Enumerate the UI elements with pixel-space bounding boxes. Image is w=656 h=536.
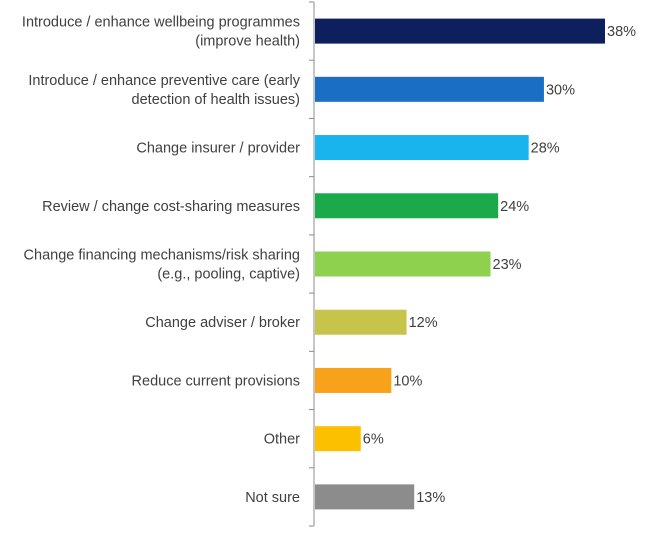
bar	[315, 251, 491, 277]
category-label: Introduce / enhance wellbeing programmes…	[22, 15, 300, 50]
bar	[315, 367, 392, 393]
bar-value-label: 30%	[546, 82, 575, 98]
category-label-line: Review / change cost-sharing measures	[42, 199, 300, 215]
category-label: Other	[264, 432, 300, 448]
category-label-line: detection of health issues)	[132, 92, 300, 108]
category-label-line: (e.g., pooling, captive)	[157, 267, 300, 283]
category-label-line: Change financing mechanisms/risk sharing	[24, 248, 300, 264]
bars-layer	[315, 18, 605, 510]
category-label: Change insurer / provider	[136, 141, 300, 157]
bar	[315, 18, 605, 44]
bar-value-label: 10%	[393, 373, 422, 389]
category-label-line: Introduce / enhance wellbeing programmes	[22, 15, 300, 31]
category-label: Change financing mechanisms/risk sharing…	[24, 248, 300, 283]
category-label-line: (improve health)	[195, 34, 300, 50]
category-label-line: Other	[264, 432, 300, 448]
bar-value-label: 38%	[607, 24, 636, 40]
labels-layer: 38% Introduce / enhance wellbeing program…	[22, 15, 636, 506]
bar	[315, 193, 499, 219]
category-label-line: Introduce / enhance preventive care (ear…	[28, 73, 300, 89]
bar	[315, 484, 415, 510]
bar	[315, 426, 361, 452]
category-label: Change adviser / broker	[145, 315, 300, 331]
category-label-line: Reduce current provisions	[132, 373, 300, 389]
category-label: Reduce current provisions	[132, 373, 300, 389]
bar	[315, 135, 529, 161]
category-label: Review / change cost-sharing measures	[42, 199, 300, 215]
category-label: Introduce / enhance preventive care (ear…	[28, 73, 300, 108]
bar-value-label: 23%	[493, 257, 522, 273]
category-label-line: Change insurer / provider	[136, 141, 300, 157]
bar-value-label: 6%	[363, 432, 384, 448]
bar	[315, 309, 407, 335]
bar-value-label: 13%	[416, 490, 445, 506]
category-label-line: Change adviser / broker	[145, 315, 300, 331]
bar	[315, 76, 544, 102]
bar-value-label: 12%	[409, 315, 438, 331]
axis-layer	[309, 1, 315, 527]
bar-value-label: 24%	[500, 199, 529, 215]
category-label: Not sure	[245, 490, 300, 506]
bar-value-label: 28%	[531, 141, 560, 157]
category-label-line: Not sure	[245, 490, 300, 506]
